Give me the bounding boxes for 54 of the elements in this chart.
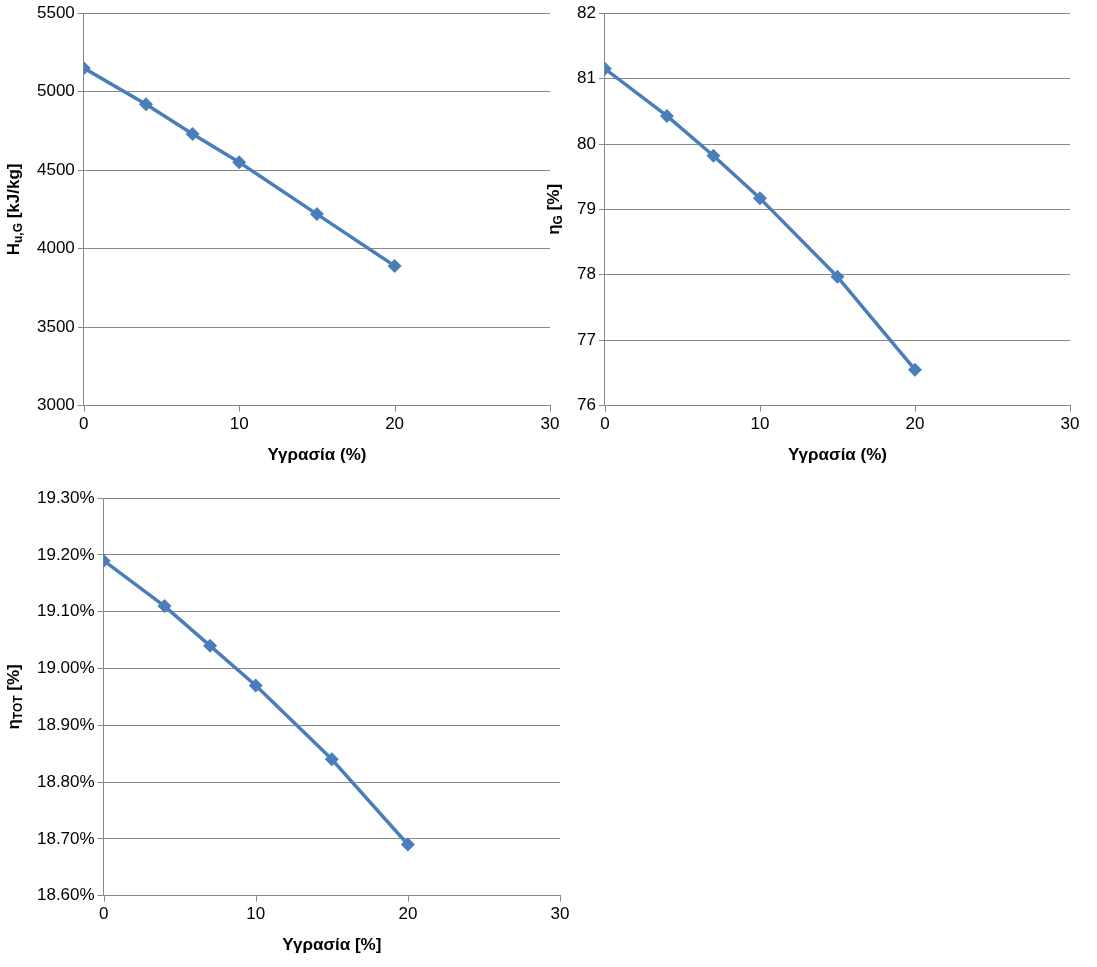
y-tick-label: 4000	[36, 238, 75, 258]
x-tick-label: 20	[398, 903, 418, 923]
point	[659, 108, 674, 123]
y-tick-label: 18.80%	[36, 771, 95, 791]
y-tick-label: 4500	[36, 159, 75, 179]
y-tick-label: 19.00%	[36, 658, 95, 678]
point	[157, 599, 172, 614]
x-tick-label: 10	[750, 413, 770, 433]
x-tick-label: 30	[540, 413, 560, 433]
y-tick-label: 77	[576, 329, 596, 349]
y-axis-title: ηG [%]	[543, 183, 566, 235]
y-tick-label: 80	[576, 133, 596, 153]
y-tick-label: 19.30%	[36, 487, 95, 507]
y-tick-label: 5000	[36, 81, 75, 101]
y-axis-title: Hu,G [kJ/kg]	[3, 163, 26, 256]
y-tick-label: 81	[576, 68, 596, 88]
y-tick-label: 82	[576, 2, 596, 22]
y-axis-title: ηTOT [%]	[3, 664, 26, 730]
x-tick-label: 0	[98, 903, 109, 923]
y-tick-label: 18.60%	[36, 885, 95, 905]
point	[138, 97, 153, 112]
point	[185, 127, 200, 142]
y-tick-label: 19.20%	[36, 544, 95, 564]
x-tick-label: 20	[385, 413, 405, 433]
point	[400, 837, 415, 852]
point	[203, 638, 218, 653]
point	[752, 191, 767, 206]
point	[248, 678, 263, 693]
x-axis-title: Υγρασία (%)	[787, 445, 887, 465]
y-tick-label: 78	[576, 264, 596, 284]
y-tick-label: 79	[576, 199, 596, 219]
y-tick-label: 19.10%	[36, 601, 95, 621]
y-tick-label: 18.70%	[36, 828, 95, 848]
x-tick-label: 0	[600, 413, 610, 433]
point	[324, 752, 339, 767]
x-tick-label: 20	[905, 413, 925, 433]
y-tick-label: 76	[576, 395, 596, 415]
x-tick-label: 10	[246, 903, 266, 923]
point	[232, 155, 247, 170]
y-tick-label: 5500	[36, 2, 75, 22]
x-tick-label: 30	[550, 903, 570, 923]
x-tick-label: 0	[79, 413, 89, 433]
x-axis-title: Υγρασία (%)	[267, 445, 367, 465]
point	[830, 269, 845, 284]
y-tick-label: 3500	[36, 316, 75, 336]
y-tick-label: 3000	[36, 395, 75, 415]
point	[907, 362, 922, 377]
x-tick-label: 10	[229, 413, 249, 433]
point	[387, 258, 402, 273]
y-tick-label: 18.90%	[36, 714, 95, 734]
point	[309, 207, 324, 222]
x-axis-title: Υγρασία [%]	[282, 935, 382, 955]
point	[706, 148, 721, 163]
x-tick-label: 30	[1060, 413, 1080, 433]
